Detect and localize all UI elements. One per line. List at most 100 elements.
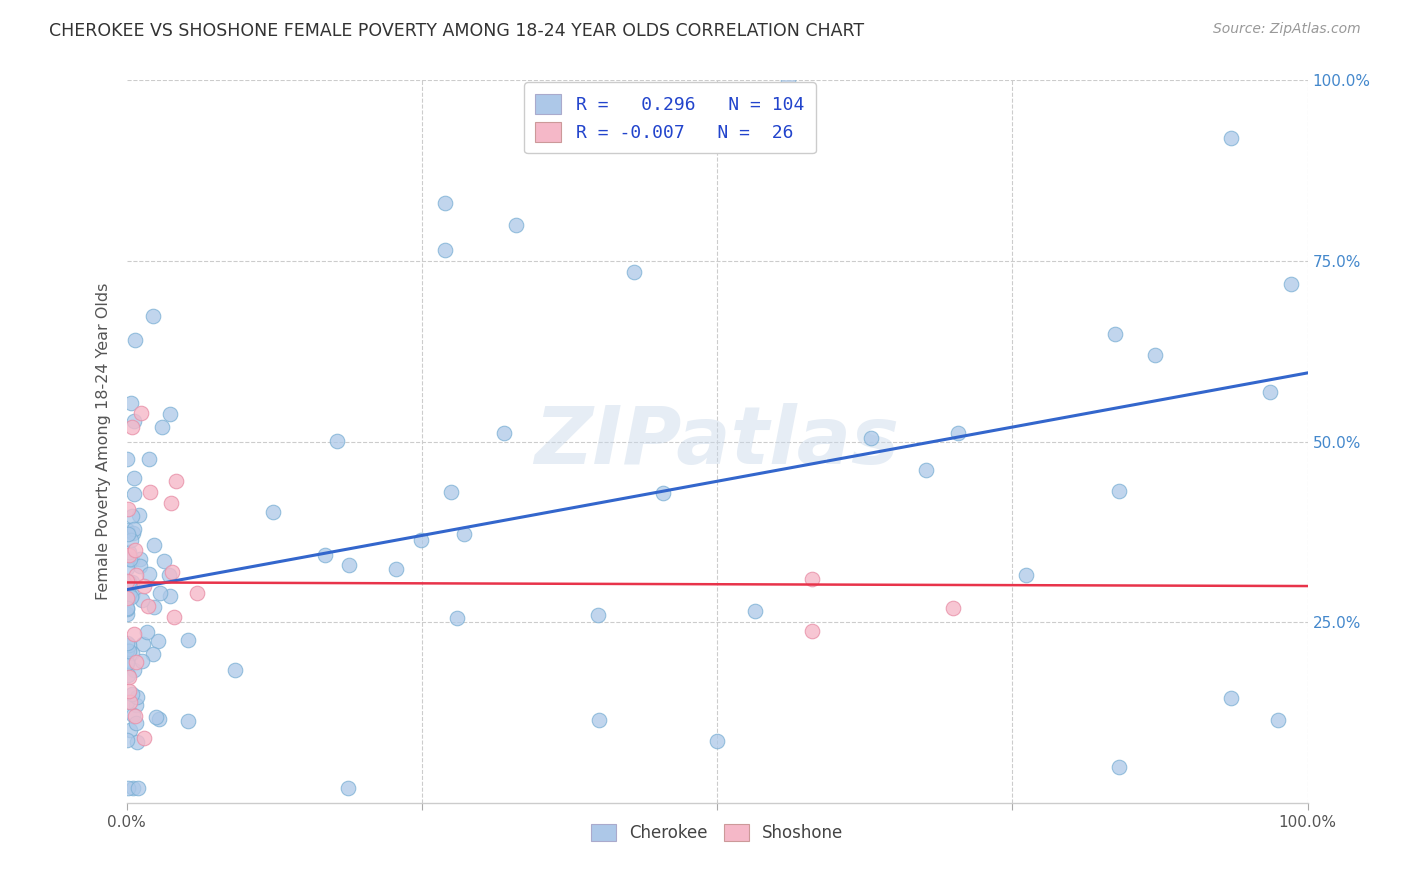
Point xyxy=(914,463,936,477)
Point xyxy=(124,333,146,347)
Point xyxy=(336,781,359,796)
Point xyxy=(115,607,138,621)
Point xyxy=(176,632,198,647)
Point xyxy=(159,589,181,603)
Point xyxy=(385,562,408,576)
Point xyxy=(115,601,138,615)
Point xyxy=(120,723,142,737)
Legend: Cherokee, Shoshone: Cherokee, Shoshone xyxy=(583,817,851,848)
Point xyxy=(120,695,142,709)
Point xyxy=(117,601,139,615)
Point xyxy=(117,781,139,796)
Point xyxy=(118,549,141,563)
Point xyxy=(120,533,142,547)
Point xyxy=(139,485,162,500)
Point xyxy=(434,196,457,211)
Point xyxy=(142,600,165,615)
Point xyxy=(117,667,139,681)
Point xyxy=(440,485,463,500)
Point xyxy=(148,712,170,726)
Point xyxy=(117,643,139,657)
Point xyxy=(1108,483,1130,498)
Point xyxy=(160,496,183,510)
Point xyxy=(1104,327,1126,342)
Point xyxy=(159,407,181,421)
Point xyxy=(1108,760,1130,774)
Point xyxy=(122,414,145,428)
Point xyxy=(146,634,169,648)
Point xyxy=(122,487,145,501)
Point xyxy=(150,420,173,434)
Point xyxy=(623,265,645,279)
Point xyxy=(129,406,152,420)
Point xyxy=(149,586,172,600)
Point xyxy=(121,574,143,589)
Point xyxy=(446,611,468,625)
Point xyxy=(651,486,673,500)
Point xyxy=(1219,131,1241,145)
Point xyxy=(121,420,143,434)
Point xyxy=(122,781,145,796)
Point xyxy=(121,588,143,602)
Point xyxy=(115,574,138,588)
Point xyxy=(163,610,186,624)
Point xyxy=(1281,277,1303,292)
Point xyxy=(118,638,141,652)
Point xyxy=(118,551,141,566)
Point xyxy=(118,643,141,657)
Point xyxy=(224,663,246,677)
Point xyxy=(120,590,142,604)
Point xyxy=(434,243,457,257)
Point xyxy=(134,579,156,593)
Point xyxy=(121,509,143,524)
Point xyxy=(1219,691,1241,706)
Point xyxy=(800,624,823,638)
Point xyxy=(588,607,610,622)
Point xyxy=(129,551,152,566)
Point xyxy=(128,508,150,522)
Point xyxy=(946,426,969,441)
Point xyxy=(122,627,145,641)
Point xyxy=(125,735,148,749)
Point xyxy=(118,684,141,698)
Point xyxy=(117,501,139,516)
Point xyxy=(411,533,433,548)
Point xyxy=(588,713,610,727)
Point xyxy=(115,732,138,747)
Point xyxy=(706,734,728,748)
Point xyxy=(117,527,139,541)
Point xyxy=(186,585,208,599)
Point xyxy=(138,452,160,467)
Point xyxy=(125,690,148,704)
Point xyxy=(744,605,766,619)
Y-axis label: Female Poverty Among 18-24 Year Olds: Female Poverty Among 18-24 Year Olds xyxy=(96,283,111,600)
Point xyxy=(115,451,138,466)
Point xyxy=(122,471,145,485)
Point xyxy=(115,654,138,668)
Text: Source: ZipAtlas.com: Source: ZipAtlas.com xyxy=(1213,22,1361,37)
Point xyxy=(800,572,823,586)
Point xyxy=(132,637,155,651)
Point xyxy=(121,687,143,701)
Point xyxy=(145,710,167,724)
Point xyxy=(314,548,336,562)
Point xyxy=(136,624,159,639)
Point xyxy=(127,781,149,796)
Point xyxy=(122,523,145,537)
Point xyxy=(117,587,139,601)
Point xyxy=(128,559,150,574)
Point xyxy=(942,600,965,615)
Point xyxy=(122,663,145,677)
Point xyxy=(115,523,138,537)
Point xyxy=(120,395,142,409)
Point xyxy=(153,554,176,568)
Point xyxy=(115,635,138,649)
Point xyxy=(337,558,360,573)
Point xyxy=(505,218,527,232)
Point xyxy=(118,545,141,559)
Point xyxy=(1015,568,1038,582)
Text: ZIPatlas: ZIPatlas xyxy=(534,402,900,481)
Point xyxy=(262,505,284,519)
Point xyxy=(136,599,159,613)
Point xyxy=(138,566,160,581)
